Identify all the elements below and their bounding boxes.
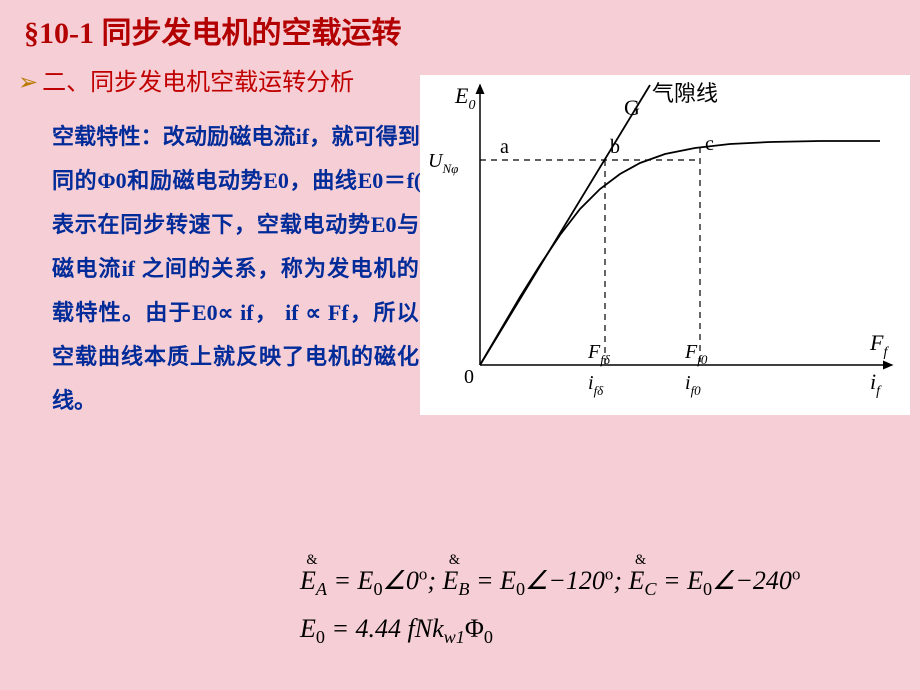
- eq3: = E: [657, 566, 703, 595]
- phi: Φ: [465, 614, 484, 643]
- svg-text:Ffδ: Ffδ: [587, 341, 611, 367]
- svg-text:c: c: [705, 133, 714, 155]
- formula-block: EA = E0∠0o; EB = E0∠−120o; EC = E0∠−240o…: [300, 558, 800, 654]
- E0s2: 0: [516, 579, 525, 599]
- svg-text:Ff: Ff: [869, 330, 889, 360]
- semi1: ;: [427, 566, 442, 595]
- EB-sub: B: [458, 579, 469, 599]
- EC-sub: C: [644, 579, 656, 599]
- formula-line-1: EA = E0∠0o; EB = E0∠−120o; EC = E0∠−240o: [300, 558, 800, 606]
- eq1: = E: [327, 566, 373, 595]
- svg-text:G: G: [624, 95, 640, 120]
- E0s1: 0: [373, 579, 382, 599]
- kw1: w1: [444, 627, 465, 647]
- svg-text:ifδ: ifδ: [588, 372, 604, 398]
- formula-line-2: E0 = 4.44 fNkw1Φ0: [300, 606, 800, 654]
- ang0: ∠0: [383, 566, 419, 595]
- svg-text:E0: E0: [454, 83, 475, 113]
- ang120: ∠−120: [525, 566, 605, 595]
- eq2: = E: [470, 566, 516, 595]
- bullet-icon: ➢: [18, 70, 38, 96]
- EA-sub: A: [316, 579, 327, 599]
- svg-text:UNφ: UNφ: [428, 150, 458, 176]
- svg-text:Ff0: Ff0: [684, 341, 708, 367]
- svg-text:a: a: [500, 136, 509, 158]
- E0sub2: 0: [316, 627, 325, 647]
- E0sym: E: [300, 614, 316, 643]
- phi0: 0: [484, 627, 493, 647]
- E0s3: 0: [703, 579, 712, 599]
- svg-text:b: b: [610, 136, 620, 158]
- eq4: = 4.44 fNk: [325, 614, 444, 643]
- slide-title: §10-1 同步发电机的空载运转: [0, 0, 920, 52]
- svg-text:0: 0: [464, 366, 474, 388]
- svg-text:if: if: [870, 369, 882, 399]
- chart-svg: 0 E0 Ff if 气隙线 G UNφ a b c Ffδ ifδ Ff0 if0: [420, 75, 910, 415]
- ang240: ∠−240: [712, 566, 792, 595]
- deg3: o: [792, 564, 800, 583]
- EC-symbol: E: [629, 558, 645, 605]
- EA-symbol: E: [300, 558, 316, 605]
- no-load-characteristic-chart: 0 E0 Ff if 气隙线 G UNφ a b c Ffδ ifδ Ff0 if0: [420, 75, 910, 415]
- svg-text:气隙线: 气隙线: [652, 81, 718, 106]
- subtitle-text: 二、同步发电机空载运转分析: [42, 70, 354, 96]
- body-paragraph: 空载特性：改动励磁电流if，就可得到不同的Φ0和励磁电动势E0，曲线E0＝f(i…: [52, 115, 442, 423]
- semi2: ;: [613, 566, 628, 595]
- svg-text:if0: if0: [685, 372, 701, 398]
- EB-symbol: E: [442, 558, 458, 605]
